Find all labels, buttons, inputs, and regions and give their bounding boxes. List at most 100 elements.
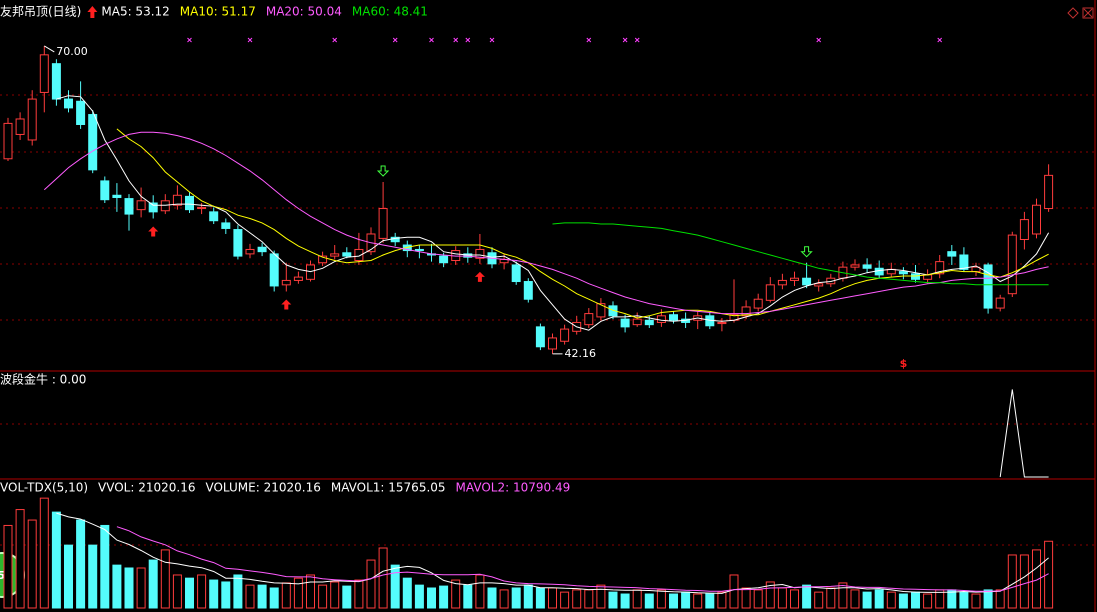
candle-body — [511, 264, 521, 283]
candle-body — [765, 284, 775, 301]
candle-body — [669, 314, 678, 321]
candle-body — [124, 198, 134, 215]
volume-bar — [656, 589, 666, 609]
candle-body — [935, 261, 945, 275]
volume-bar — [390, 564, 400, 609]
candle-body — [862, 264, 872, 269]
volume-bar — [644, 593, 654, 609]
candle-body — [88, 114, 98, 171]
candle-body — [1044, 174, 1054, 210]
volume-bar — [681, 591, 691, 609]
candle-body — [209, 211, 219, 222]
volume-bar — [560, 591, 570, 609]
candle-body — [100, 180, 110, 201]
candle-body — [112, 194, 122, 198]
volume-bar — [765, 581, 775, 609]
candle-body — [523, 281, 533, 300]
candle-body — [354, 248, 364, 262]
cross-mark — [465, 37, 471, 43]
icon-diamond[interactable] — [1067, 7, 1079, 19]
ma-line — [552, 222, 1049, 286]
candle-body — [197, 206, 207, 210]
volume-bar — [185, 577, 194, 609]
volume-bar — [124, 567, 134, 609]
legend-entry: MA60: 48.41 — [352, 5, 428, 19]
volume-bar — [51, 511, 61, 609]
special-signal: $ — [900, 357, 908, 370]
cross-mark — [622, 37, 628, 43]
candle-body — [281, 279, 291, 286]
mavol-line — [116, 526, 1049, 592]
candle-body — [378, 208, 388, 239]
candle-body — [850, 264, 860, 268]
legend-entry: MAVOL1: 15765.05 — [331, 481, 446, 495]
candle-body — [995, 297, 1005, 309]
candle-body — [185, 195, 194, 211]
volume-bar — [366, 559, 376, 609]
candle-body — [596, 303, 606, 318]
candle-body — [535, 326, 545, 348]
candle-body — [414, 248, 424, 252]
volume-bar — [499, 589, 509, 609]
legend-entry: VOL-TDX(5,10) — [0, 481, 88, 495]
candle-body — [1019, 219, 1029, 241]
volume-bar — [64, 544, 73, 609]
candle-body — [947, 251, 957, 257]
candle-body — [318, 255, 328, 264]
candle-body — [221, 222, 231, 229]
volume-bar — [318, 584, 328, 609]
volume-bar — [1019, 554, 1029, 609]
indicator-title: 波段金牛 : 0.00 — [0, 372, 86, 387]
legend-entry: MAVOL2: 10790.49 — [456, 481, 571, 495]
volume-bar — [27, 519, 37, 609]
candle-body — [245, 248, 255, 255]
volume-bar — [1044, 540, 1054, 609]
volume-bar — [717, 591, 727, 609]
candle-body — [233, 229, 243, 257]
candle-body — [741, 306, 751, 317]
volume-bar — [548, 587, 557, 609]
candle-body — [620, 318, 630, 328]
volume-bar — [1007, 554, 1017, 609]
volume-bar — [898, 593, 908, 609]
candle-body — [172, 194, 182, 206]
volume-bar — [378, 547, 388, 609]
candle-body — [15, 118, 25, 135]
candle-body — [76, 100, 86, 125]
volume-bar — [439, 585, 449, 609]
cross-mark — [937, 37, 943, 43]
volume-bar — [620, 593, 630, 609]
candle-body — [306, 264, 315, 280]
volume-bar — [535, 587, 545, 609]
cross-mark — [489, 37, 495, 43]
candle-body — [3, 122, 13, 160]
ma-line — [56, 95, 1050, 331]
candle-body — [959, 254, 969, 270]
candle-body — [814, 283, 824, 287]
buy-signal — [281, 299, 292, 310]
volume-bar — [330, 581, 340, 609]
volume-bar — [100, 524, 110, 609]
candle-body — [911, 273, 920, 280]
volume-bar — [669, 593, 678, 609]
volume-bar — [911, 591, 920, 609]
ma-line — [116, 128, 1049, 319]
icon-close[interactable] — [1082, 7, 1094, 19]
volume-bar — [596, 584, 606, 609]
candle-body — [1007, 234, 1017, 295]
volume-bar — [475, 574, 485, 609]
volume-bar — [414, 584, 424, 609]
volume-bar — [354, 579, 364, 609]
grid — [0, 94, 1094, 546]
candle-body — [39, 54, 49, 93]
volume-bar — [1032, 549, 1041, 609]
candle-body — [898, 271, 908, 275]
candle-body — [330, 253, 340, 257]
volume-bar — [874, 589, 884, 609]
candle-body — [608, 305, 618, 317]
min-label: 42.16 — [565, 347, 597, 360]
volume-bar — [342, 585, 352, 609]
buy-signal — [148, 226, 159, 237]
candle-body — [293, 276, 303, 281]
